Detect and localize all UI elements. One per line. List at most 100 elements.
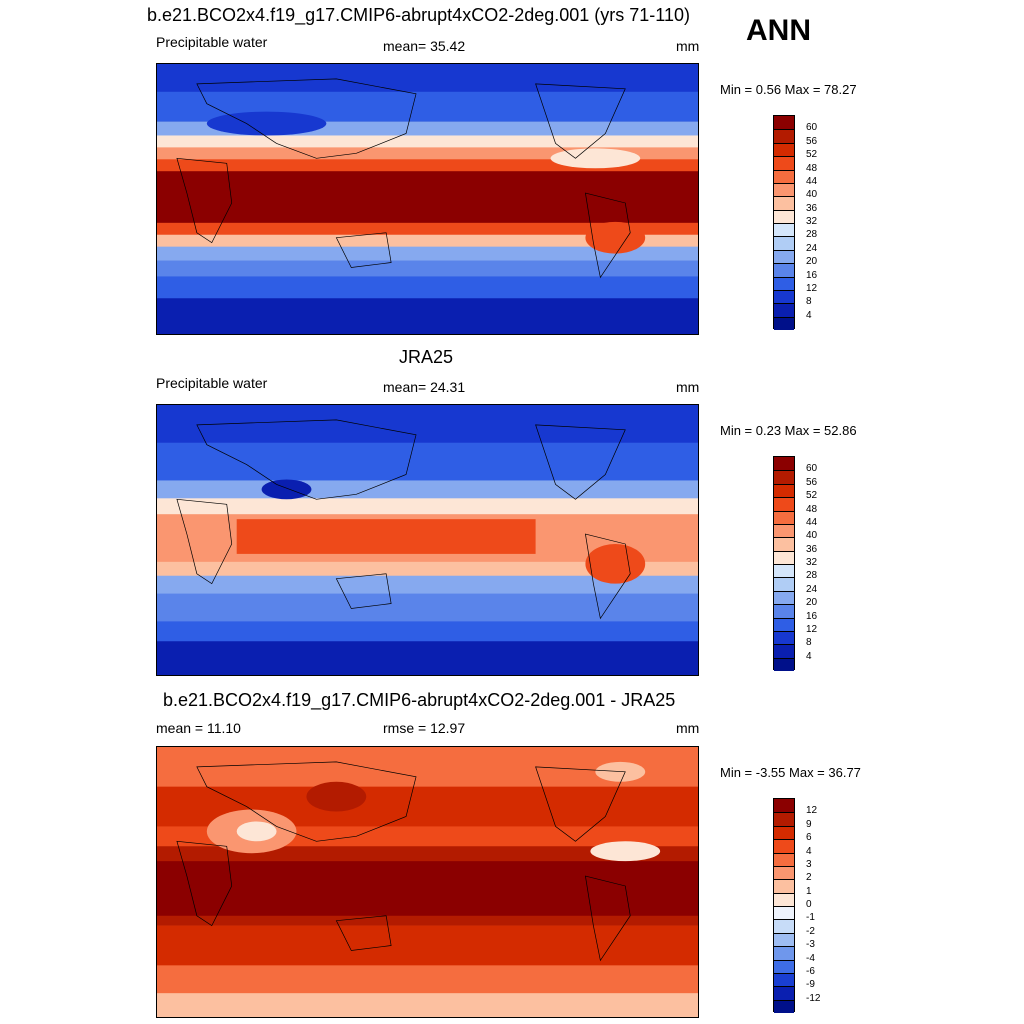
model-colorbar-label: 12 [806,282,818,294]
model-colorbar-swatch [774,142,794,157]
jra25-colorbar-label: 36 [806,543,818,555]
difference-colorbar-swatch [774,879,794,893]
model-colorbar-label: 60 [806,122,818,134]
model-colorbar-swatch [774,289,794,304]
jra25-colorbar-label: 8 [806,637,812,649]
model-colorbar-swatch [774,223,794,237]
difference-colorbar-label: -4 [806,952,815,964]
difference-colorbar-label: 9 [806,818,812,830]
difference-colorbar-label: 3 [806,858,812,870]
jra25-colorbar-swatch [774,510,794,524]
jra25-colorbar-swatch [774,590,794,605]
model-colorbar-swatch [774,249,794,264]
jra25-colorbar-swatch [774,470,794,484]
difference-colorbar [773,798,795,1013]
model-colorbar-swatch [774,236,794,250]
model-colorbar-swatch [774,276,794,290]
jra25-map-field [157,405,698,675]
jra25-colorbar-label: 60 [806,463,818,475]
difference-colorbar-swatch [774,892,794,906]
model-map-field [157,64,698,334]
difference-colorbar-label: 4 [806,845,812,857]
season-label: ANN [746,14,811,47]
jra25-colorbar-label: 28 [806,570,818,582]
model-colorbar-swatch [774,303,794,317]
model-colorbar-swatch [774,169,794,183]
jra25-colorbar-label: 12 [806,623,818,635]
jra25-colorbar-swatch [774,564,794,578]
difference-colorbar-swatch [774,986,794,1000]
model-colorbar-swatch [774,316,794,330]
difference-colorbar-swatch [774,906,794,920]
difference-colorbar-label: -6 [806,965,815,977]
panel1-title: b.e21.BCO2x4.f19_g17.CMIP6-abrupt4xCO2-2… [147,5,690,25]
jra25-map [156,404,699,676]
jra25-colorbar-swatch [774,630,794,645]
model-colorbar-label: 8 [806,296,812,308]
panel2-minmax: Min = 0.23 Max = 52.86 [720,423,857,438]
jra25-colorbar-label: 4 [806,650,812,662]
model-colorbar-swatch [774,129,794,143]
model-map [156,63,699,335]
panel2-mean: mean= 24.31 [383,379,466,395]
jra25-colorbar-swatch [774,550,794,564]
model-colorbar-label: 52 [806,149,818,161]
model-colorbar-label: 36 [806,202,818,214]
model-colorbar-label: 16 [806,269,818,281]
model-colorbar-label: 24 [806,242,818,254]
difference-colorbar-label: -3 [806,939,815,951]
jra25-colorbar-label: 20 [806,597,818,609]
model-colorbar-swatch [774,116,794,130]
difference-colorbar-swatch [774,919,794,933]
jra25-colorbar-swatch [774,657,794,671]
model-colorbar-swatch [774,182,794,197]
difference-map-field [157,747,698,1017]
difference-colorbar-label: -1 [806,912,815,924]
difference-colorbar-swatch [774,999,794,1013]
jra25-colorbar-swatch [774,537,794,551]
panel3-title: b.e21.BCO2x4.f19_g17.CMIP6-abrupt4xCO2-2… [163,690,676,710]
model-colorbar-label: 20 [806,256,818,268]
difference-colorbar-swatch [774,825,794,840]
jra25-colorbar-label: 52 [806,490,818,502]
jra25-colorbar-label: 16 [806,610,818,622]
jra25-colorbar-swatch [774,577,794,591]
model-colorbar-swatch [774,196,794,210]
difference-colorbar-label: -2 [806,925,815,937]
panel1-minmax: Min = 0.56 Max = 78.27 [720,82,857,97]
jra25-colorbar-label: 48 [806,503,818,515]
difference-colorbar-swatch [774,932,794,947]
panel2-variable: Precipitable water [156,375,268,391]
jra25-colorbar-label: 44 [806,516,818,528]
jra25-colorbar-label: 40 [806,530,818,542]
difference-colorbar-swatch [774,839,794,853]
model-colorbar-swatch [774,209,794,223]
model-colorbar-label: 56 [806,135,818,147]
difference-colorbar-swatch [774,799,794,813]
difference-colorbar-swatch [774,812,794,826]
model-colorbar [773,115,795,330]
model-colorbar-label: 32 [806,216,818,227]
panel2-title: JRA25 [399,347,454,367]
model-colorbar-label: 4 [806,309,812,321]
jra25-colorbar [773,456,795,671]
difference-colorbar-swatch [774,852,794,866]
panel3-units: mm [676,720,700,736]
model-colorbar-label: 44 [806,175,818,187]
jra25-colorbar-label: 56 [806,476,818,488]
panel1-variable: Precipitable water [156,34,268,50]
model-colorbar-label: 40 [806,189,818,201]
difference-colorbar-label: 6 [806,832,812,844]
jra25-colorbar-swatch [774,497,794,511]
jra25-colorbar-swatch [774,604,794,618]
jra25-colorbar-swatch [774,523,794,538]
jra25-colorbar-label: 24 [806,583,818,595]
model-colorbar-swatch [774,156,794,170]
model-colorbar-swatch [774,263,794,277]
panel1-units: mm [676,38,700,54]
difference-colorbar-swatch [774,972,794,987]
difference-colorbar-swatch [774,946,794,960]
jra25-colorbar-swatch [774,617,794,631]
panel3-mean: mean = 11.10 [156,720,241,736]
model-colorbar-label: 28 [806,229,818,241]
